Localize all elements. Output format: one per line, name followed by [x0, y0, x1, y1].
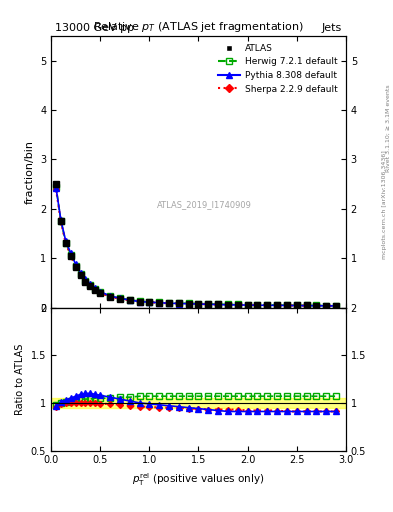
Text: mcplots.cern.ch [arXiv:1306.3436]: mcplots.cern.ch [arXiv:1306.3436] [382, 151, 387, 259]
Title: Relative $p_{T}$ (ATLAS jet fragmentation): Relative $p_{T}$ (ATLAS jet fragmentatio… [93, 20, 304, 34]
Text: Jets: Jets [321, 23, 342, 33]
X-axis label: $p_{\rm T}^{\rm rel}$ (positive values only): $p_{\rm T}^{\rm rel}$ (positive values o… [132, 471, 264, 488]
Legend: ATLAS, Herwig 7.2.1 default, Pythia 8.308 default, Sherpa 2.2.9 default: ATLAS, Herwig 7.2.1 default, Pythia 8.30… [214, 40, 342, 97]
Text: Rivet 3.1.10; ≥ 3.1M events: Rivet 3.1.10; ≥ 3.1M events [386, 84, 391, 172]
Bar [51, 398, 346, 408]
Text: ATLAS_2019_I1740909: ATLAS_2019_I1740909 [157, 200, 252, 209]
Y-axis label: Ratio to ATLAS: Ratio to ATLAS [15, 344, 25, 415]
Text: 13000 GeV pp: 13000 GeV pp [55, 23, 134, 33]
Y-axis label: fraction/bin: fraction/bin [24, 140, 35, 204]
